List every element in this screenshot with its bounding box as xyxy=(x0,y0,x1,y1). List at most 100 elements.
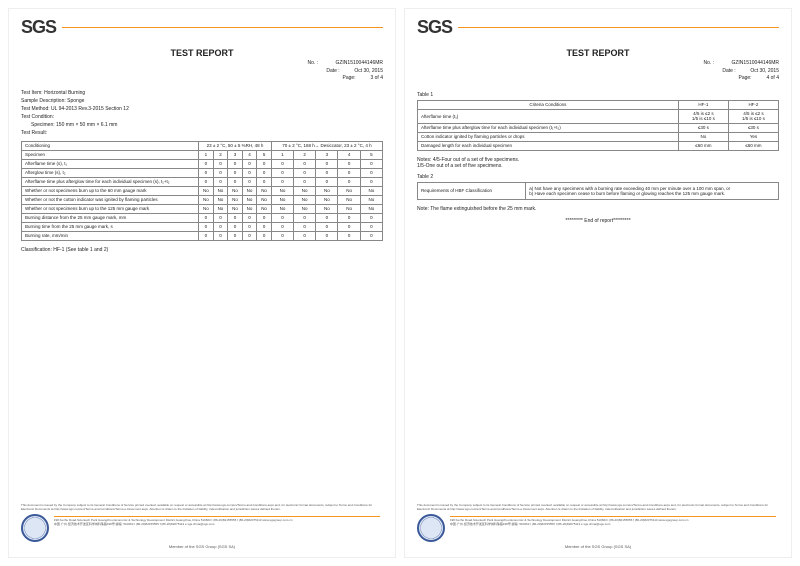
result-row-label: Burning distance from the 25 mm gauge ma… xyxy=(22,213,199,222)
result-cell: 0 xyxy=(213,159,228,168)
result-cell: 0 xyxy=(199,231,214,240)
result-cell: 0 xyxy=(199,177,214,186)
result-row-label: Burning rate, mm/min xyxy=(22,231,199,240)
result-cell: 0 xyxy=(271,213,293,222)
result-cell: 0 xyxy=(257,159,272,168)
result-cell: No xyxy=(360,204,382,213)
result-cell: 0 xyxy=(360,222,382,231)
result-cell: No xyxy=(228,195,243,204)
result-cell: No xyxy=(228,186,243,195)
result-cell: 0 xyxy=(316,159,338,168)
result-row-label: Afterflame time (s), t₁ xyxy=(22,159,199,168)
result-cell: No xyxy=(338,186,360,195)
disclaimer: This document is issued by the Company s… xyxy=(21,504,383,512)
page-footer: This document is issued by the Company s… xyxy=(417,504,779,549)
result-cell: No xyxy=(360,186,382,195)
disclaimer: This document is issued by the Company s… xyxy=(417,504,779,512)
t1-cell: Yes xyxy=(728,132,778,141)
result-cell: No xyxy=(213,195,228,204)
result-cell: 0 xyxy=(294,231,316,240)
result-cell: 0 xyxy=(242,213,257,222)
meta-date: Oct 30, 2015 xyxy=(750,68,779,76)
t1-cell: Afterflame time plus afterglow time for … xyxy=(418,123,679,132)
result-cell: 0 xyxy=(316,213,338,222)
seal-stamp xyxy=(21,514,49,542)
result-cell: 0 xyxy=(257,222,272,231)
result-cell: No xyxy=(213,186,228,195)
meta-page-label: Page: xyxy=(342,75,364,83)
result-cell: 0 xyxy=(213,177,228,186)
end-of-report: ********* End of report********* xyxy=(417,218,779,224)
result-cell: 0 xyxy=(360,231,382,240)
result-cell: 0 xyxy=(199,222,214,231)
t1-cell: Damaged length for each individual speci… xyxy=(418,141,679,150)
table1-label: Table 1 xyxy=(417,92,779,98)
result-cell: 0 xyxy=(271,159,293,168)
result-cell: 0 xyxy=(242,222,257,231)
result-cell: 0 xyxy=(360,168,382,177)
result-cell: No xyxy=(199,186,214,195)
result-cell: 0 xyxy=(338,159,360,168)
result-cell: No xyxy=(316,204,338,213)
header-row: SGS xyxy=(21,17,383,38)
result-cell: 0 xyxy=(213,168,228,177)
result-cell: 0 xyxy=(228,213,243,222)
t1-cell: 4/5 is ≤2 s 1/5 is ≤10 s xyxy=(678,109,728,123)
meta-no: GZIN1510044146MR xyxy=(731,60,779,68)
result-cell: 0 xyxy=(242,177,257,186)
result-cell: 0 xyxy=(294,177,316,186)
result-cell: 0 xyxy=(360,159,382,168)
table1-notes: Notes: 4/5-Four out of a set of five spe… xyxy=(417,157,779,169)
result-cell: 0 xyxy=(294,159,316,168)
result-cell: 0 xyxy=(271,168,293,177)
requirements-table: Requirements of HBF Classification a) No… xyxy=(417,182,779,200)
t1-cell: ≤60 mm xyxy=(678,141,728,150)
header-row: SGS xyxy=(417,17,779,38)
result-cell: No xyxy=(294,204,316,213)
flame-note: Note: The flame extinguished before the … xyxy=(417,206,779,212)
test-method: UL 94-2013 Rev.3-2015 Section 12 xyxy=(51,106,129,112)
result-cell: 0 xyxy=(242,168,257,177)
t1-cell: ≤30 s xyxy=(728,123,778,132)
result-cell: 0 xyxy=(271,177,293,186)
result-cell: No xyxy=(271,195,293,204)
header-rule xyxy=(458,27,779,28)
result-cell: 0 xyxy=(271,222,293,231)
result-cell: 0 xyxy=(199,159,214,168)
result-cell: 0 xyxy=(213,231,228,240)
cond-b: 70 ± 2 °C, 168 h→ Desiccator, 23 ± 2 °C,… xyxy=(271,141,382,150)
result-cell: 0 xyxy=(257,177,272,186)
result-cell: 0 xyxy=(228,177,243,186)
result-cell: 0 xyxy=(294,213,316,222)
result-cell: 0 xyxy=(360,177,382,186)
result-cell: No xyxy=(316,195,338,204)
footer-addr-cn: 中国·广州·经济技术开发区科学城科珠路198号 邮编: 510663 t (86… xyxy=(54,523,380,527)
result-cell: No xyxy=(338,204,360,213)
result-cell: 0 xyxy=(228,168,243,177)
result-row-label: Afterglow time (s), t₂ xyxy=(22,168,199,177)
result-cell: 0 xyxy=(242,231,257,240)
result-cell: No xyxy=(199,195,214,204)
result-cell: 0 xyxy=(242,159,257,168)
result-cell: 0 xyxy=(294,222,316,231)
result-cell: 0 xyxy=(271,231,293,240)
header-rule xyxy=(62,27,383,28)
result-row-label: Burning time from the 25 mm gauge mark, … xyxy=(22,222,199,231)
cond-a: 23 ± 2 °C, 50 ± 5 %RH, 48 h xyxy=(199,141,272,150)
report-meta: No. :GZIN1510044146MR Date :Oct 30, 2015… xyxy=(21,60,383,83)
report-meta: No. :GZIN1510044146MR Date :Oct 30, 2015… xyxy=(417,60,779,83)
member-line: Member of the SGS Group (SGS SA) xyxy=(21,544,383,549)
result-cell: 0 xyxy=(338,231,360,240)
t1-cell: 4/5 is ≤2 s 1/5 is ≤10 s xyxy=(728,109,778,123)
result-cell: No xyxy=(316,186,338,195)
specimen-size: 150 mm × 50 mm × 6.1 mm xyxy=(56,122,117,128)
result-cell: 0 xyxy=(338,168,360,177)
result-cell: No xyxy=(228,204,243,213)
t2-req-label: Requirements of HBF Classification xyxy=(418,182,526,199)
result-cell: No xyxy=(360,195,382,204)
classification: Classification: HF-1 (See table 1 and 2) xyxy=(21,247,383,253)
t1-header: HF-1 xyxy=(678,100,728,109)
meta-date-label: Date : xyxy=(326,68,348,76)
conditioning-label: Conditioning xyxy=(22,141,199,150)
test-item: Horizontal Burning xyxy=(44,90,85,96)
